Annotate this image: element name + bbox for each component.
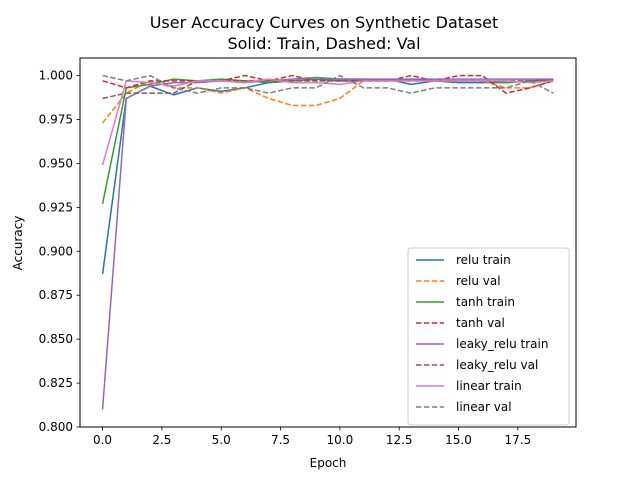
series-line-linear-val (102, 74, 554, 94)
chart-title: User Accuracy Curves on Synthetic Datase… (150, 13, 499, 32)
x-tick-label: 12.5 (386, 433, 413, 447)
x-tick-label: 2.5 (152, 433, 171, 447)
y-axis: 0.800 0.825 0.850 0.875 0.900 0.925 0.950 0.975… (39, 69, 80, 434)
series-line-tanh-val (102, 74, 554, 94)
x-tick-label: 5.0 (212, 433, 231, 447)
series-line-relu-train (101, 78, 554, 275)
legend-label-linear-val: linear val (456, 400, 512, 414)
legend-label-linear-train: linear train (456, 379, 522, 393)
legend: relu train relu val tanh train tanh val leak… (407, 247, 570, 426)
y-tick-label: 0.900 (39, 244, 73, 258)
chart-subtitle: Solid: Train, Dashed: Val (227, 34, 420, 53)
legend-label-leaky-relu-train: leaky_relu train (456, 337, 548, 351)
legend-label-relu-val: relu val (456, 274, 501, 288)
plot-lines (101, 74, 554, 410)
series-line-leaky-relu-train (101, 76, 554, 410)
series-line-linear-train (101, 78, 554, 166)
y-tick-label: 0.975 (39, 113, 73, 127)
legend-label-tanh-train: tanh train (456, 295, 515, 309)
y-tick-label: 0.925 (39, 200, 73, 214)
legend-label-tanh-val: tanh val (456, 316, 505, 330)
x-tick-label: 10.0 (327, 433, 354, 447)
y-tick-label: 0.875 (39, 288, 73, 302)
x-tick-label: 0.0 (93, 433, 112, 447)
y-tick-label: 0.950 (39, 156, 73, 170)
y-tick-label: 0.825 (39, 376, 73, 390)
y-tick-label: 1.000 (39, 69, 73, 83)
y-axis-label: Accuracy (11, 216, 25, 271)
x-tick-label: 15.0 (445, 433, 472, 447)
legend-label-relu-train: relu train (456, 253, 511, 267)
x-axis-label: Epoch (310, 456, 347, 470)
legend-box (407, 247, 570, 426)
x-tick-label: 7.5 (271, 433, 290, 447)
x-tick-label: 17.5 (504, 433, 531, 447)
y-tick-label: 0.800 (39, 420, 73, 434)
series-line-tanh-train (101, 78, 554, 204)
y-tick-label: 0.850 (39, 332, 73, 346)
legend-label-leaky-relu-val: leaky_relu val (456, 358, 538, 372)
x-axis: 0.0 2.5 5.0 7.5 10.0 12.5 15.0 17.5 (93, 427, 531, 447)
plot-frame (79, 57, 577, 428)
